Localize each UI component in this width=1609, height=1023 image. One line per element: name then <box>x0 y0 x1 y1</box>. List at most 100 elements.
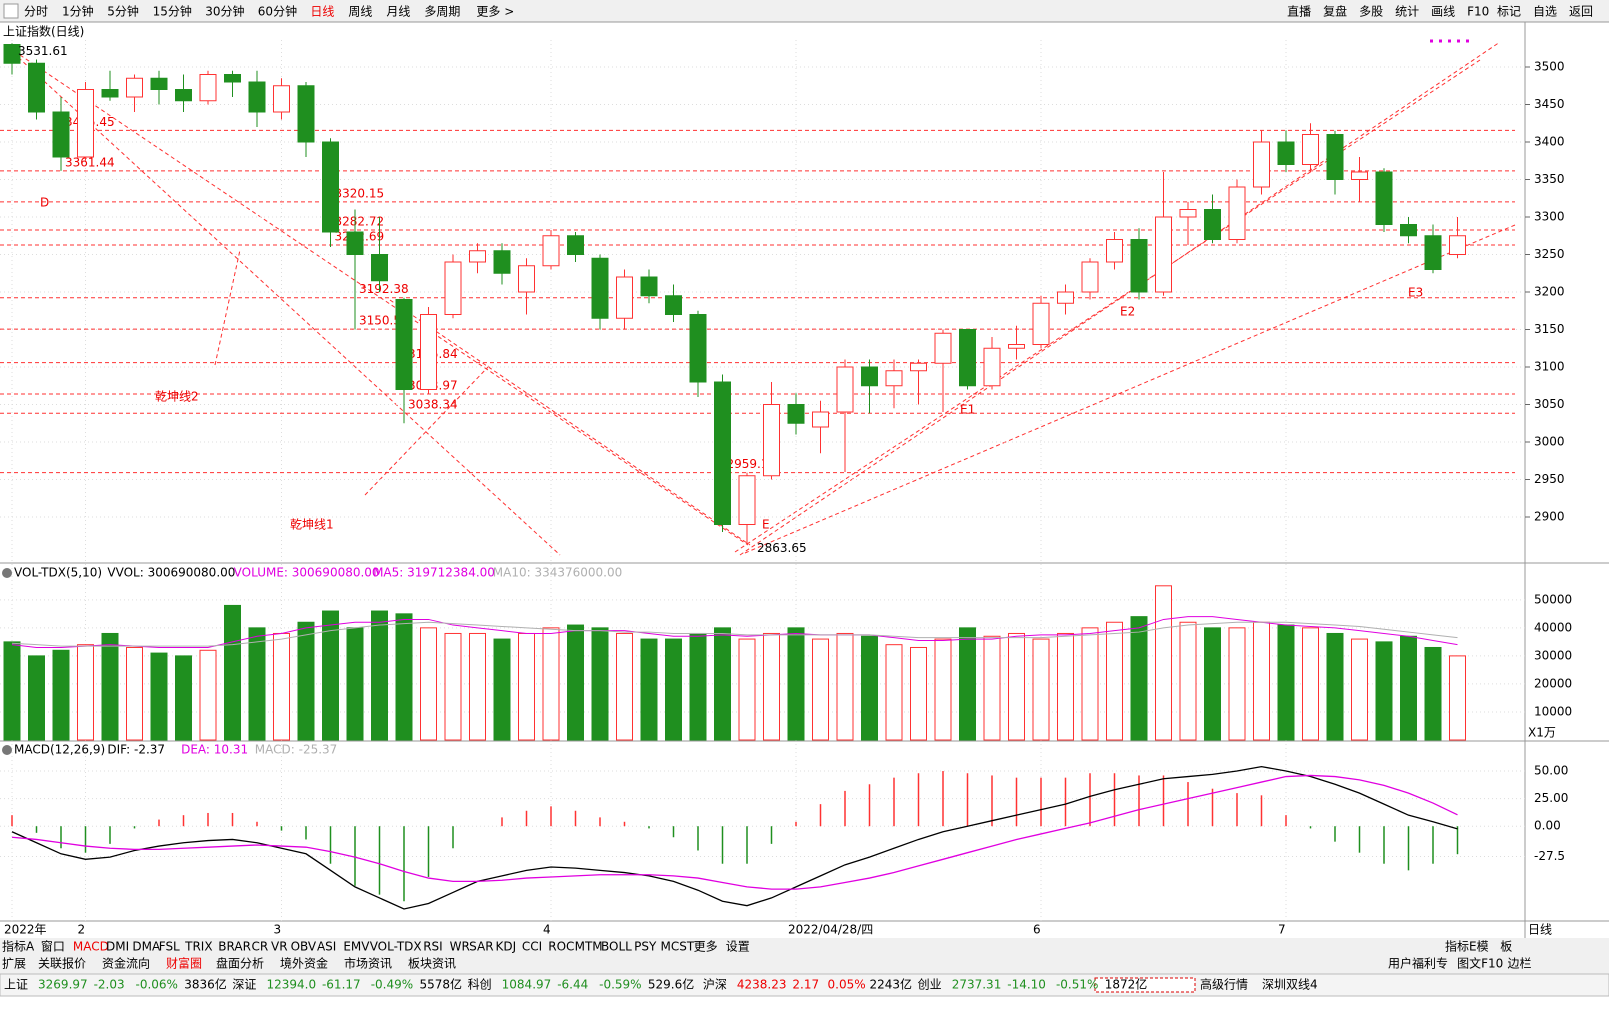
indicator-tab[interactable]: KDJ <box>496 940 517 954</box>
link-tab[interactable]: 用户福利专 <box>1388 956 1448 971</box>
volume-bar <box>567 624 584 741</box>
indicator-tab[interactable]: SAR <box>469 940 493 954</box>
candle-body <box>1155 216 1172 293</box>
indicator-tab[interactable]: FSL <box>159 940 180 954</box>
volume-bar <box>1424 646 1442 741</box>
tool-button[interactable]: 返回 <box>1569 5 1593 19</box>
link-tab[interactable]: 图文F10 <box>1457 956 1503 971</box>
indicator-tab[interactable]: CR <box>251 940 268 954</box>
volume-bar <box>469 632 486 741</box>
indicator-tab[interactable]: ASI <box>317 940 336 954</box>
indicator-tab[interactable]: 更多 <box>694 940 718 954</box>
status-link[interactable]: 深圳双线4 <box>1262 978 1318 992</box>
tool-button[interactable]: 画线 <box>1431 5 1455 19</box>
candle-body <box>224 74 241 83</box>
legend-entry: MACD: -25.37 <box>255 743 338 757</box>
status-field: -0.51% <box>1056 978 1098 992</box>
indicator-tab[interactable]: BRAR <box>218 940 251 954</box>
indicator-tab[interactable]: DMI <box>106 940 129 954</box>
link-tab[interactable]: 盘面分析 <box>216 956 264 971</box>
candle-body <box>175 89 192 102</box>
indicator-tab[interactable]: EMV <box>343 940 370 954</box>
tool-button[interactable]: F10 <box>1467 5 1489 19</box>
link-tab[interactable]: 板块资讯 <box>408 957 456 971</box>
period-tab[interactable]: 15分钟 <box>153 4 192 19</box>
link-tab[interactable]: 扩展 <box>2 957 26 971</box>
volume-bar <box>3 641 21 741</box>
x-tick-label: 7 <box>1278 923 1286 937</box>
indicator-tab[interactable]: 板 <box>1500 940 1512 954</box>
indicator-tab[interactable]: VR <box>271 940 288 954</box>
candle-body <box>1228 186 1246 240</box>
period-tab[interactable]: 30分钟 <box>205 4 244 19</box>
period-tab[interactable]: 周线 <box>348 5 372 19</box>
candle-body <box>28 62 45 113</box>
y-tick-label: 10000 <box>1534 704 1572 718</box>
status-field: 1872亿 <box>1105 977 1148 992</box>
x-tick-label: 2022/04/28/四 <box>788 923 873 937</box>
unit-label: X1万 <box>1528 726 1556 740</box>
link-tab[interactable]: 财富圈 <box>166 956 202 971</box>
link-tab[interactable]: 境外资金 <box>280 956 328 971</box>
indicator-tab[interactable]: 指标E模 <box>1445 939 1489 954</box>
indicator-tab[interactable]: BOLL <box>601 940 632 954</box>
indicator-tab[interactable]: CCI <box>522 940 542 954</box>
toolbar-bg <box>0 0 1609 22</box>
status-indicator <box>1094 977 1196 993</box>
link-tab[interactable]: 边栏 <box>1508 956 1532 971</box>
panel-icon[interactable] <box>2 745 12 755</box>
indicator-tab[interactable]: RSI <box>423 940 443 954</box>
period-tab[interactable]: 分时 <box>24 5 48 19</box>
volume-bar <box>28 655 45 741</box>
status-field: 5578亿 <box>419 977 462 992</box>
period-tab[interactable]: 多周期 <box>424 5 460 19</box>
indicator-tab[interactable]: MTM <box>575 940 603 954</box>
period-tab[interactable]: 月线 <box>386 5 410 19</box>
period-tab[interactable]: 日线 <box>310 5 334 19</box>
period-tab[interactable]: 更多 > <box>476 5 514 19</box>
tool-button[interactable]: 复盘 <box>1323 4 1347 19</box>
period-tab[interactable]: 60分钟 <box>258 4 297 19</box>
volume-bar <box>1326 632 1344 741</box>
link-tab[interactable]: 资金流向 <box>102 956 150 971</box>
indicator-tab[interactable]: MCST <box>661 940 695 954</box>
volume-bar <box>1253 621 1270 741</box>
link-tab[interactable]: 关联报价 <box>38 956 86 971</box>
period-tab[interactable]: 1分钟 <box>62 4 94 19</box>
tool-button[interactable]: 统计 <box>1395 5 1419 19</box>
high-label: 3531.61 <box>18 44 68 58</box>
candle-body <box>469 250 486 263</box>
candle-body <box>763 404 780 477</box>
indicator-tab[interactable]: 窗口 <box>41 940 65 954</box>
volume-bar <box>1008 632 1025 741</box>
indicator-tab[interactable]: OBV <box>291 940 317 954</box>
panel-icon[interactable] <box>2 568 12 578</box>
tool-button[interactable]: 多股 <box>1359 5 1383 19</box>
indicator-tab[interactable]: WR <box>450 940 470 954</box>
candle-body <box>346 231 364 255</box>
candle-body <box>1375 171 1393 225</box>
tool-button[interactable]: 自选 <box>1533 5 1557 19</box>
indicator-tab[interactable]: TRIX <box>184 940 212 954</box>
link-tab[interactable]: 市场资讯 <box>344 956 392 971</box>
indicator-tab[interactable]: PSY <box>634 940 657 954</box>
indicator-tab[interactable]: 设置 <box>726 940 750 954</box>
tool-button[interactable]: 直播 <box>1287 5 1311 19</box>
indicator-tab[interactable]: VOL-TDX <box>370 940 422 954</box>
tool-button[interactable]: 标记 <box>1497 5 1521 19</box>
volume-bar <box>763 632 780 741</box>
status-field: 3836亿 <box>184 977 227 992</box>
indicator-tab[interactable]: DMA <box>132 940 161 954</box>
indicator-tab[interactable]: MACD <box>73 940 109 954</box>
status-link[interactable]: 高级行情 <box>1200 977 1248 992</box>
y-tick-label: 2900 <box>1534 510 1565 524</box>
volume-bar <box>1204 627 1221 741</box>
toolbar-icon[interactable] <box>3 3 19 19</box>
candle-body <box>126 77 143 98</box>
indicator-tab[interactable]: 指标A <box>2 939 35 954</box>
candle-body <box>738 475 756 525</box>
volume-bar <box>199 649 217 741</box>
period-tab[interactable]: 5分钟 <box>107 4 139 19</box>
indicator-tab[interactable]: ROC <box>548 940 574 954</box>
y-tick-label: 3150 <box>1534 322 1565 336</box>
